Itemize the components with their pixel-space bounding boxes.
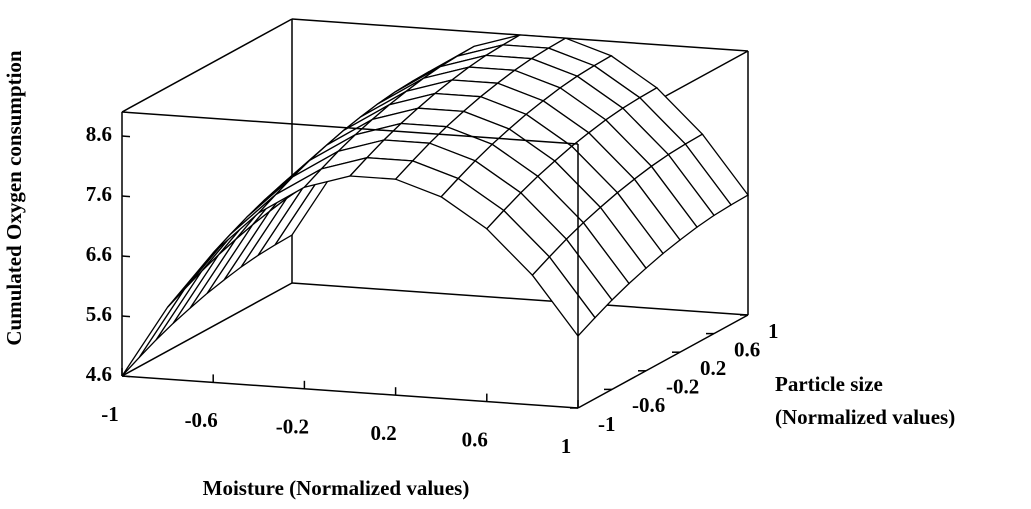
- box-edge: [291, 282, 749, 316]
- z-axis-label: Cumulated Oxygen consumption: [2, 50, 26, 346]
- z-tick: [121, 315, 131, 318]
- surface-cell: [121, 288, 186, 377]
- y-axis-label: Particle size: [775, 372, 883, 396]
- y-tick-label: 1: [768, 319, 779, 343]
- z-tick-label: 7.6: [86, 182, 112, 206]
- box-edge: [121, 111, 579, 145]
- x-tick-label: -0.6: [185, 408, 218, 432]
- z-tick-label: 6.6: [86, 242, 112, 266]
- z-tick-label: 5.6: [86, 302, 112, 326]
- surface-cell: [138, 270, 203, 359]
- y-axis-label: (Normalized values): [775, 405, 955, 429]
- z-tick: [121, 255, 131, 258]
- z-tick-label: 4.6: [86, 362, 112, 386]
- z-tick: [121, 135, 131, 138]
- box-front: [121, 111, 749, 409]
- surface: [121, 34, 749, 377]
- x-axis-label: Moisture (Normalized values): [203, 476, 470, 500]
- x-tick-label: 0.2: [370, 421, 396, 445]
- box-edge: [121, 375, 579, 409]
- y-tick-label: -0.2: [666, 375, 699, 399]
- y-tick-label: -0.6: [632, 393, 665, 417]
- x-tick-label: 1: [561, 434, 572, 458]
- surface-cell: [189, 224, 254, 309]
- z-tick: [121, 195, 131, 198]
- box-edge: [577, 314, 749, 409]
- y-tick-label: 0.2: [700, 356, 726, 380]
- x-tick-label: 0.6: [462, 427, 488, 451]
- labels: Moisture (Normalized values) Particle si…: [2, 50, 955, 500]
- box-edge: [121, 282, 293, 377]
- x-tick-label: -0.2: [276, 415, 309, 439]
- z-tick: [121, 375, 131, 378]
- surface-cell: [172, 238, 237, 324]
- x-tick-label: -1: [101, 402, 119, 426]
- surface-cell: [155, 254, 220, 341]
- y-tick-label: 0.6: [734, 337, 760, 361]
- surface-cell: [531, 255, 596, 338]
- z-tick-label: 8.6: [86, 122, 112, 146]
- box-edge: [121, 18, 293, 113]
- y-tick-label: -1: [598, 412, 616, 436]
